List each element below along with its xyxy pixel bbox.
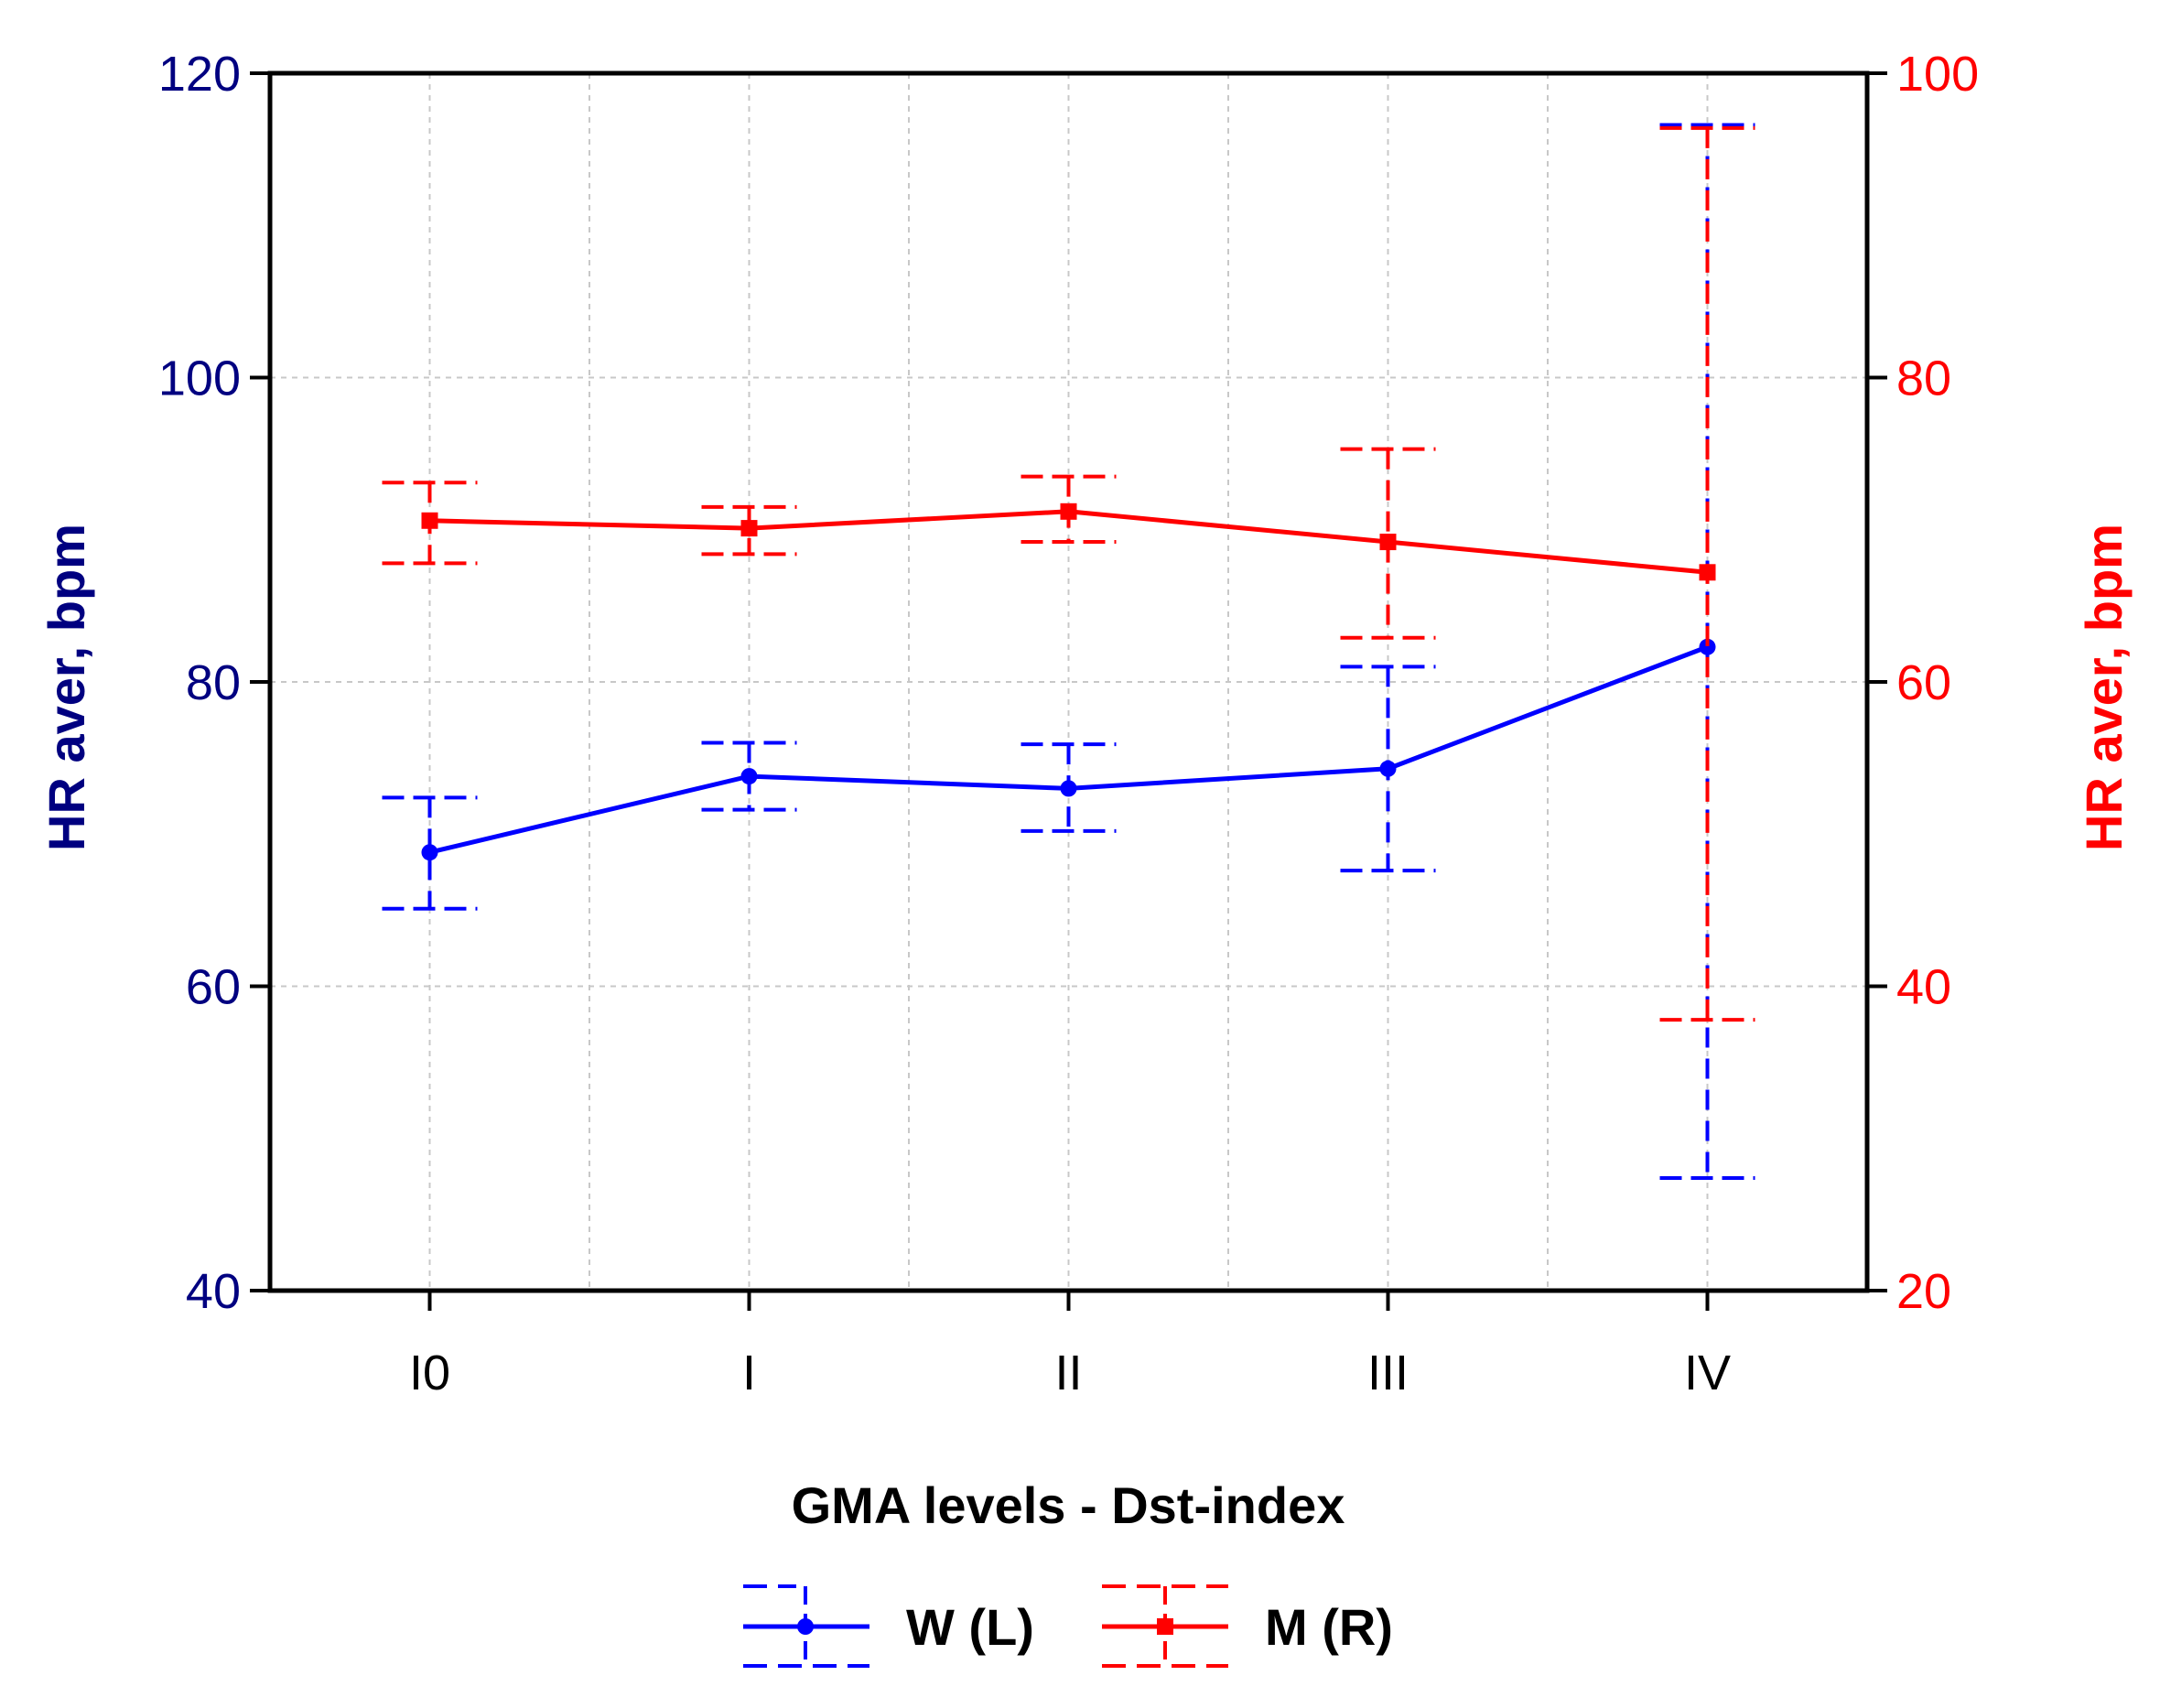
legend-label-m: M (R) [1265,1598,1393,1656]
point-1-1 [740,520,758,537]
x-tick-label-1: I [742,1346,756,1400]
y-left-tick-label-0: 40 [186,1264,241,1319]
legend-symbol-w [743,1584,869,1668]
y-left-tick-label-4: 120 [158,47,241,102]
x-tick-label-2: II [1054,1346,1082,1400]
x-axis-title: GMA levels - Dst-index [792,1476,1345,1534]
y-right-tick-label-3: 80 [1896,351,1951,406]
point-1-2 [1060,503,1077,520]
point-1-0 [421,512,438,529]
y-right-tick-label-1: 40 [1896,960,1951,1015]
x-tick-label-0: I0 [409,1346,450,1400]
y-left-axis-title: HR aver, bpm [38,524,95,851]
y-right-axis-title: HR aver, bpm [2075,524,2133,851]
point-0-0 [421,844,438,861]
plot-series [382,123,1755,1180]
x-tick-label-4: IV [1684,1346,1731,1400]
point-0-3 [1379,760,1397,777]
legend-symbol-m [1102,1584,1228,1668]
y-left-tick-label-2: 80 [186,655,241,710]
y-right-tick-label-0: 20 [1896,1264,1951,1319]
point-0-2 [1060,780,1077,797]
y-left-tick-label-3: 100 [158,351,241,406]
y-right-tick-label-2: 60 [1896,655,1951,710]
series-1 [382,125,1755,1022]
point-0-4 [1699,638,1716,655]
series-0 [382,123,1755,1180]
point-1-4 [1699,564,1716,581]
grid [270,73,1867,1291]
point-1-3 [1379,534,1397,551]
legend: W (L) M (R) [743,1584,1393,1668]
legend-label-w: W (L) [906,1598,1034,1656]
x-tick-label-3: III [1367,1346,1409,1400]
y-right-tick-label-4: 100 [1896,47,1979,102]
y-left-tick-label-1: 60 [186,960,241,1015]
point-0-1 [740,768,758,785]
